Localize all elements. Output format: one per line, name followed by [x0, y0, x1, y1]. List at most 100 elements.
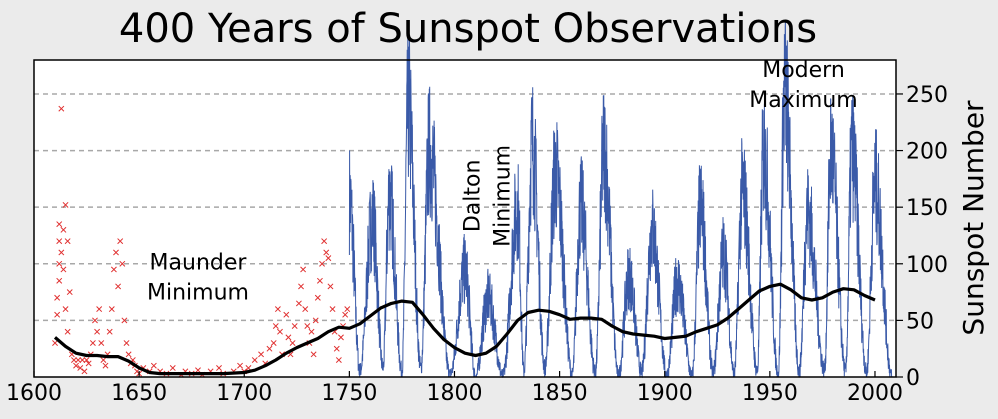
early-observation-point-87 — [308, 328, 315, 335]
early-observation-point-90 — [314, 294, 321, 301]
early-observation-point-77 — [285, 334, 292, 341]
early-observation-point-94 — [323, 249, 330, 256]
early-observation-point-14 — [64, 238, 71, 245]
x-tick-label-1900: 1900 — [637, 381, 693, 406]
early-observation-point-42 — [123, 340, 130, 346]
early-observation-point-68 — [258, 351, 265, 358]
early-observation-point-5 — [56, 238, 63, 245]
y-axis: 0 50 100 150 200 250 — [896, 83, 948, 391]
early-observation-point-41 — [121, 317, 128, 324]
early-observation-point-17 — [70, 357, 77, 363]
early-observation-point-84 — [302, 306, 309, 313]
early-observation-point-40 — [119, 260, 126, 267]
annotation-2-line-1: Maximum — [749, 88, 857, 113]
early-observation-point-61 — [216, 364, 222, 371]
early-observation-point-34 — [106, 328, 113, 335]
annotation-1: Dalton Minimum — [461, 145, 516, 247]
early-observation-point-30 — [98, 340, 105, 346]
x-tick-label-1750: 1750 — [321, 381, 377, 406]
early-observation-point-43 — [125, 351, 132, 358]
early-observation-point-103 — [342, 311, 349, 318]
early-observation-point-92 — [319, 260, 325, 267]
early-observation-point-35 — [108, 306, 115, 313]
annotation-1-line-0: Dalton — [461, 160, 486, 233]
monthly-sunspot-series — [348, 20, 893, 379]
annotation-2: Modern Maximum — [749, 58, 857, 113]
early-observation-point-24 — [85, 360, 92, 367]
early-observation-point-13 — [64, 328, 71, 335]
early-observation-point-0 — [52, 340, 58, 346]
early-observation-point-20 — [77, 364, 84, 371]
early-observation-point-58 — [195, 367, 201, 374]
plot-frame — [33, 59, 897, 378]
early-observation-point-73 — [274, 306, 281, 313]
early-observation-point-11 — [62, 201, 69, 208]
annotation-0-line-1: Minimum — [147, 280, 249, 305]
early-observation-point-100 — [335, 357, 342, 363]
early-observation-point-89 — [312, 317, 319, 324]
early-observation-point-18 — [73, 362, 80, 369]
x-tick-label-1700: 1700 — [216, 381, 272, 406]
y-tick-label-50: 50 — [906, 309, 934, 334]
early-observation-point-79 — [289, 340, 296, 346]
early-observation-point-21 — [79, 357, 86, 363]
early-observation-point-10 — [60, 266, 67, 273]
early-observation-point-74 — [277, 328, 283, 335]
early-observation-point-15 — [66, 289, 73, 296]
early-observation-point-51 — [150, 362, 157, 369]
early-observation-point-3 — [56, 277, 63, 284]
annotation-0: Maunder Minimum — [147, 250, 249, 305]
early-observation-point-99 — [333, 345, 340, 352]
y-tick-label-250: 250 — [906, 83, 948, 108]
early-observation-point-27 — [92, 317, 98, 324]
early-observation-point-6 — [56, 221, 63, 228]
early-observations-series — [52, 105, 351, 378]
y-tick-label-150: 150 — [906, 196, 948, 221]
early-observation-point-67 — [251, 357, 258, 363]
y-axis-label: Sunspot Number — [957, 100, 990, 336]
early-observation-point-37 — [113, 249, 119, 256]
early-observation-point-7 — [58, 105, 65, 112]
x-tick-label-1850: 1850 — [532, 381, 588, 406]
early-observation-point-104 — [344, 306, 351, 313]
early-observation-point-54 — [169, 364, 176, 371]
early-observation-point-101 — [338, 334, 344, 341]
annotation-0-line-0: Maunder — [150, 250, 248, 275]
early-observation-point-31 — [100, 357, 107, 363]
early-observation-point-1 — [54, 311, 61, 318]
early-observation-point-36 — [110, 266, 117, 273]
early-observation-point-96 — [327, 283, 334, 290]
y-tick-label-100: 100 — [906, 253, 948, 278]
early-observation-point-85 — [304, 323, 311, 330]
y-tick-label-200: 200 — [906, 140, 948, 165]
early-observation-point-39 — [117, 238, 124, 245]
early-observation-point-32 — [102, 362, 109, 369]
early-observation-point-2 — [54, 294, 61, 301]
early-observation-point-72 — [272, 323, 279, 330]
chart-title: 400 Years of Sunspot Observations — [119, 6, 817, 52]
early-observation-point-28 — [94, 328, 101, 335]
early-observation-point-80 — [291, 323, 298, 330]
early-observation-point-91 — [316, 277, 323, 284]
early-observation-point-19 — [75, 357, 82, 363]
early-observation-point-97 — [329, 306, 336, 313]
annotation-1-line-1: Minimum — [491, 145, 516, 247]
early-observation-point-8 — [58, 249, 65, 256]
early-observation-point-71 — [270, 340, 277, 346]
early-observation-point-93 — [321, 238, 328, 245]
early-observation-point-81 — [295, 300, 302, 307]
x-tick-label-1650: 1650 — [111, 381, 167, 406]
early-observation-point-82 — [298, 283, 304, 290]
early-observation-point-23 — [83, 357, 90, 363]
annotation-2-line-0: Modern — [762, 58, 845, 83]
early-observation-point-9 — [60, 226, 67, 233]
y-tick-label-0: 0 — [906, 366, 920, 391]
early-observation-point-26 — [89, 340, 96, 346]
early-observation-point-95 — [325, 255, 332, 262]
smoothed-sunspot-series — [53, 282, 876, 376]
early-observation-point-83 — [300, 266, 307, 273]
early-observation-point-88 — [310, 351, 317, 358]
early-observation-point-38 — [115, 283, 122, 290]
